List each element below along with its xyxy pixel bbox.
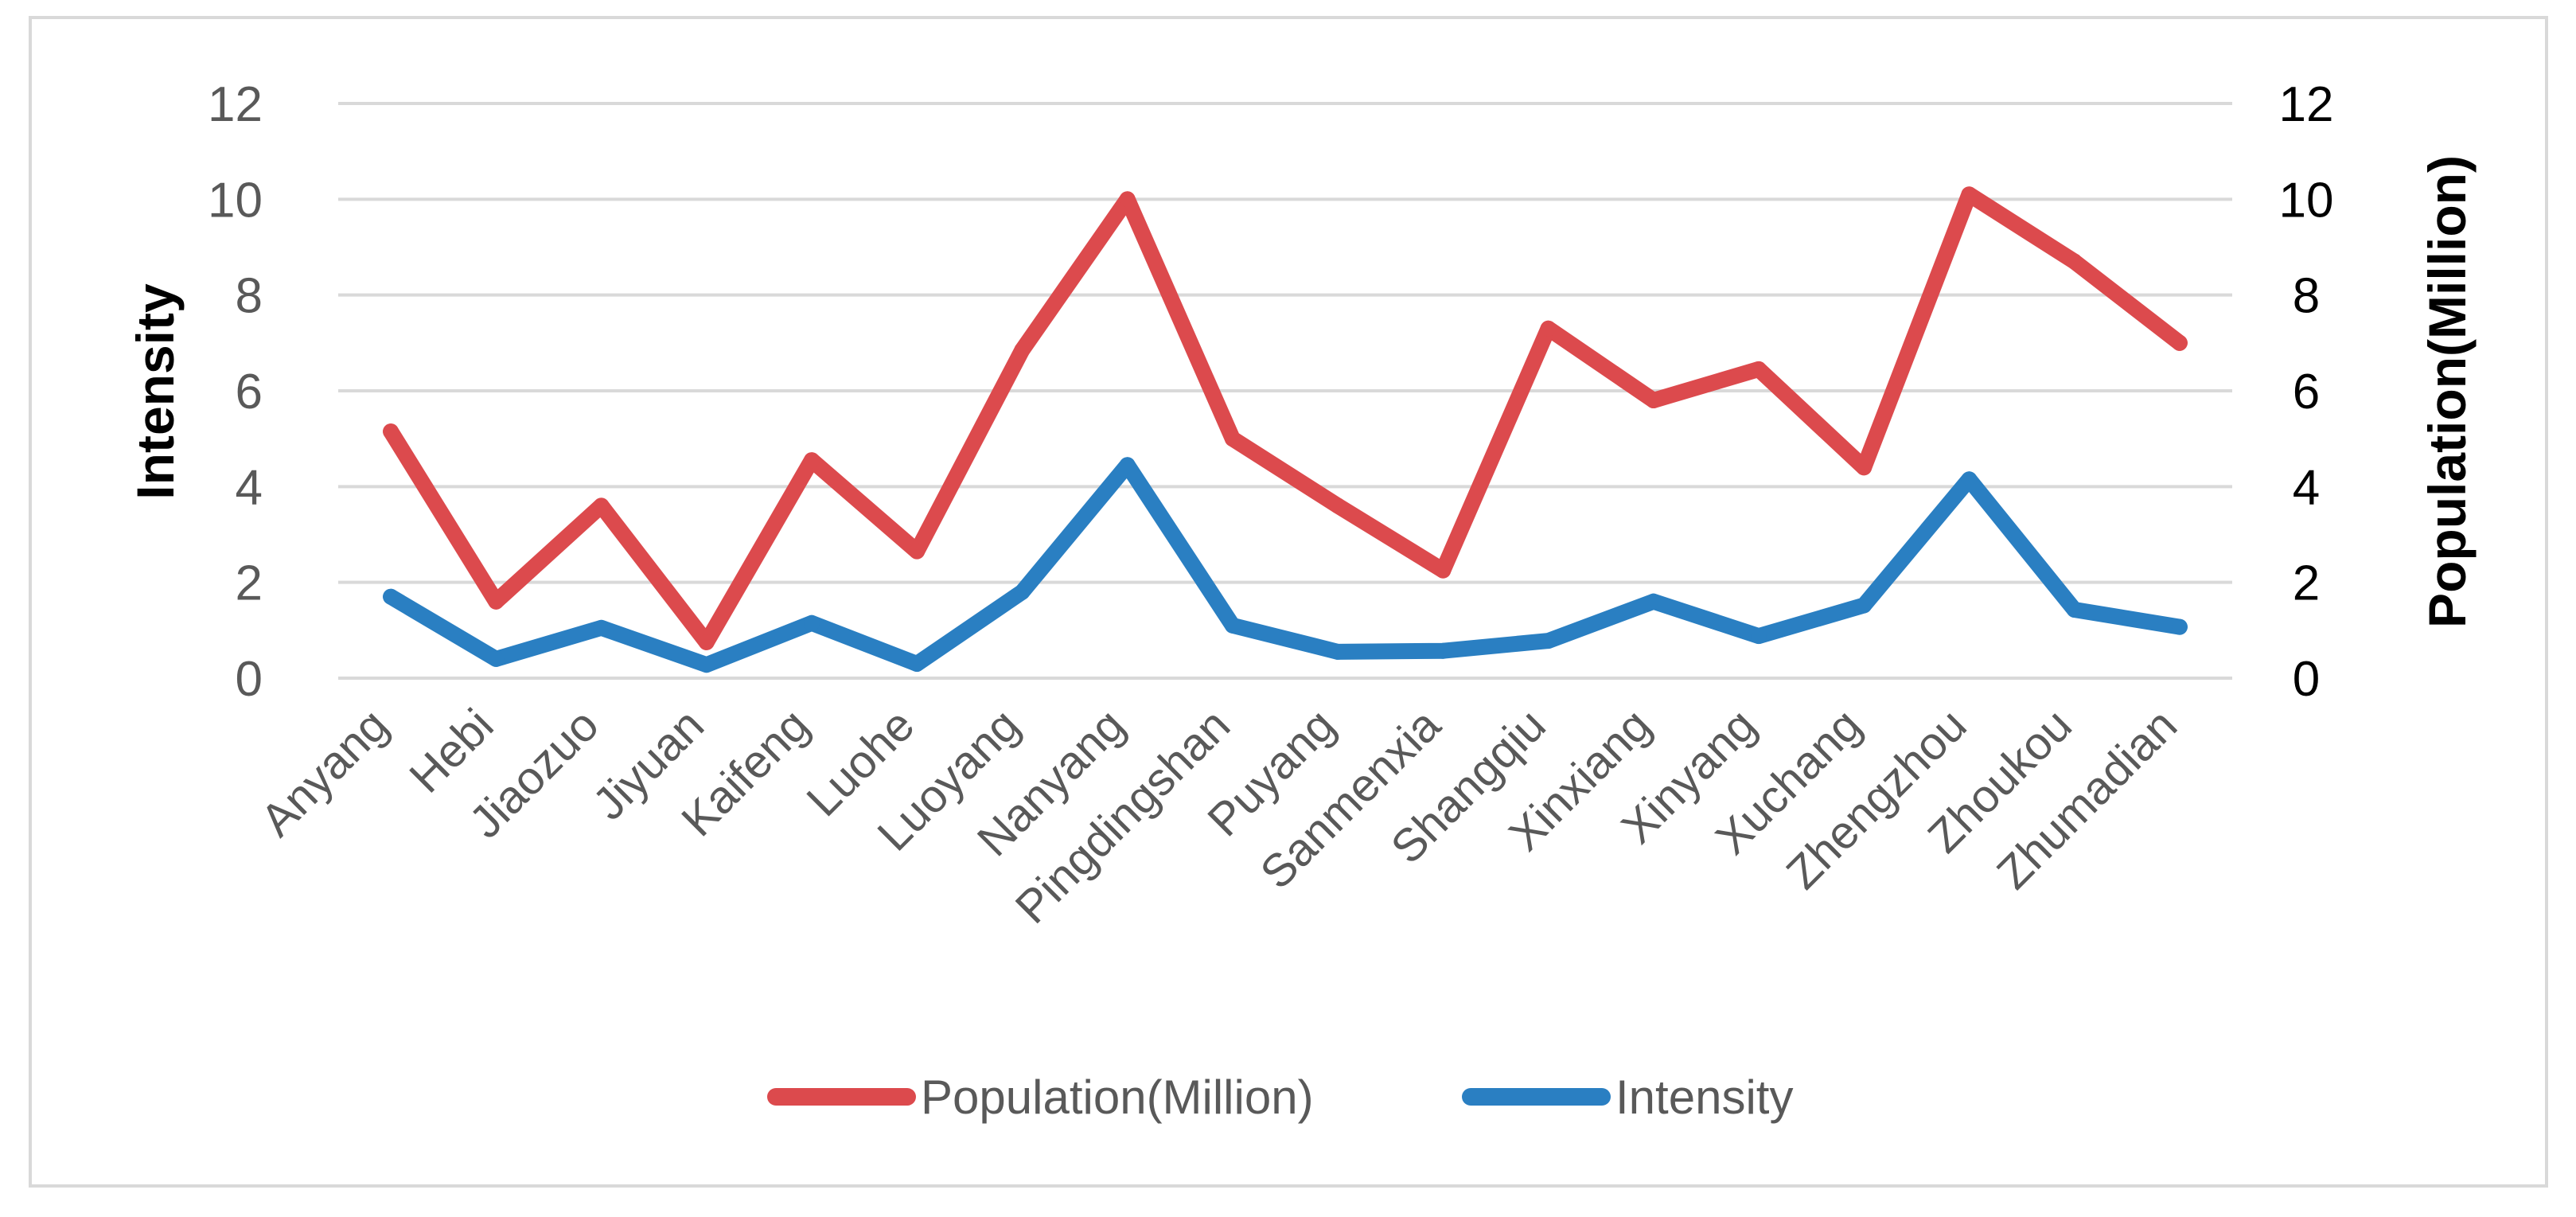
y-tick-label-right: 10: [2279, 173, 2334, 228]
data-point-population: [1014, 341, 1031, 358]
data-point-intensity: [1014, 583, 1031, 600]
series-line-population: [383, 186, 2188, 650]
data-point-intensity: [383, 588, 399, 605]
data-point-population: [1330, 497, 1346, 514]
data-point-population: [488, 593, 505, 610]
data-point-population: [2066, 253, 2083, 270]
data-point-intensity: [1330, 643, 1346, 660]
data-point-intensity: [593, 619, 610, 636]
data-point-population: [1645, 392, 1662, 409]
data-point-population: [2171, 334, 2188, 351]
y-tick-label-left: 2: [236, 556, 263, 611]
chart-border: [29, 16, 2548, 1188]
y-tick-label-right: 6: [2293, 365, 2320, 419]
data-point-population: [1224, 431, 1241, 447]
data-point-population: [804, 452, 820, 469]
data-point-population: [1856, 459, 1873, 476]
data-point-population: [1119, 191, 1136, 208]
y-tick-label-left: 10: [208, 173, 263, 228]
legend: Population(Million) Intensity: [767, 1071, 1793, 1124]
data-point-intensity: [1435, 642, 1452, 659]
data-point-intensity: [804, 614, 820, 631]
y-tick-label-right: 8: [2293, 269, 2320, 324]
data-point-population: [1961, 186, 1978, 203]
y-tick-label-left: 6: [236, 365, 263, 419]
y-tick-label-left: 4: [236, 460, 263, 515]
y-tick-label-left: 12: [208, 77, 263, 132]
y-tick-label-right: 2: [2293, 556, 2320, 611]
right-axis-ticks: 0 2 4 6 8 10 12: [2279, 77, 2334, 707]
data-point-intensity: [1119, 457, 1136, 474]
data-point-intensity: [909, 655, 926, 672]
data-point-intensity: [1856, 597, 1873, 614]
data-point-intensity: [2171, 618, 2188, 635]
data-point-intensity: [1224, 617, 1241, 634]
data-point-intensity: [488, 650, 505, 667]
y-tick-label-right: 12: [2279, 77, 2334, 132]
y-axis-title-left: Intensity: [126, 283, 185, 500]
data-point-population: [1751, 361, 1767, 377]
data-point-intensity: [698, 657, 715, 673]
data-point-population: [1540, 320, 1557, 337]
y-axis-title-right: Population(Million): [2418, 155, 2477, 628]
data-point-intensity: [1961, 471, 1978, 488]
y-tick-label-left: 0: [236, 652, 263, 707]
data-point-population: [383, 423, 399, 440]
legend-label-population: Population(Million): [921, 1071, 1314, 1124]
data-point-population: [698, 634, 715, 650]
y-tick-label-right: 0: [2293, 652, 2320, 707]
data-point-population: [909, 543, 926, 560]
left-axis-ticks: 0 2 4 6 8 10 12: [208, 77, 263, 707]
legend-label-intensity: Intensity: [1615, 1071, 1793, 1124]
series-line-intensity: [383, 457, 2188, 673]
data-point-population: [593, 497, 610, 514]
data-point-intensity: [1751, 628, 1767, 645]
data-point-intensity: [1645, 593, 1662, 610]
data-point-intensity: [2066, 601, 2083, 618]
data-point-population: [1435, 562, 1452, 579]
y-tick-label-right: 4: [2293, 460, 2320, 515]
series-lines: [383, 186, 2188, 673]
y-tick-label-left: 8: [236, 269, 263, 324]
data-point-intensity: [1540, 633, 1557, 649]
